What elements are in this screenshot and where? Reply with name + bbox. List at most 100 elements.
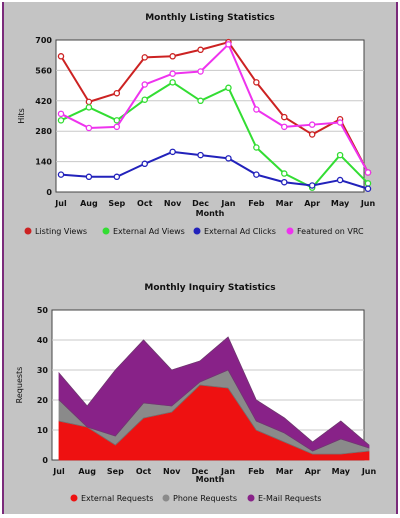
data-point-featured-on-vrc xyxy=(113,123,121,131)
data-point-external-ad-views xyxy=(364,180,372,187)
inquiry-y-tick-label: 40 xyxy=(37,336,49,345)
inquiry-x-tick-label: Jul xyxy=(52,467,65,476)
listing-y-tick-label: 280 xyxy=(35,127,52,136)
listing-series-layer xyxy=(57,38,372,192)
data-point-listing-views xyxy=(85,98,93,106)
data-point-external-ad-clicks xyxy=(281,178,288,186)
legend-marker-listing-views xyxy=(24,227,32,235)
listing-x-tick-label: Jul xyxy=(54,199,67,208)
data-point-listing-views xyxy=(141,54,148,61)
data-point-external-ad-views xyxy=(113,117,121,124)
legend-item-external-requests: External Requests xyxy=(70,494,153,503)
legend-item-external-ad-views: External Ad Views xyxy=(102,227,185,236)
data-point-external-ad-views xyxy=(57,117,65,124)
data-point-external-ad-clicks xyxy=(57,171,65,178)
data-point-external-ad-views xyxy=(85,104,93,111)
series-line-external-ad-views xyxy=(60,81,369,189)
listing-x-tick-label: Apr xyxy=(304,199,320,208)
listing-y-tick-label: 0 xyxy=(46,188,52,197)
listing-y-tick-label: 560 xyxy=(35,66,52,75)
listing-x-tick-label: Feb xyxy=(248,199,265,208)
data-point-listing-views xyxy=(253,79,260,86)
series-edge-e-mail-requests xyxy=(58,336,370,446)
data-point-featured-on-vrc xyxy=(281,123,288,131)
data-point-external-ad-clicks xyxy=(308,182,316,189)
listing-x-tick-label: Mar xyxy=(276,199,293,208)
legend-label-phone-requests: Phone Requests xyxy=(173,494,237,503)
inquiry-stats-chart: Monthly Inquiry Statistics 0 10 20 30 40 50 J… xyxy=(15,283,376,503)
legend-label-email-requests: E-Mail Requests xyxy=(258,494,321,503)
listing-gridlines xyxy=(56,69,364,163)
inquiry-x-tick-label: Sep xyxy=(107,467,124,476)
data-point-featured-on-vrc xyxy=(141,81,148,88)
inquiry-y-ticks: 0 10 20 30 40 50 xyxy=(37,306,49,465)
series-line-listing-views xyxy=(60,41,369,173)
data-point-external-ad-views xyxy=(197,97,204,105)
legend-item-listing-views: Listing Views xyxy=(24,227,87,236)
listing-x-axis-label: Month xyxy=(196,209,225,218)
inquiry-y-tick-label: 30 xyxy=(37,366,49,375)
data-point-external-ad-clicks xyxy=(85,173,93,181)
data-point-external-ad-views xyxy=(225,84,232,92)
data-point-external-ad-views xyxy=(141,96,148,103)
listing-x-tick-label: Sep xyxy=(108,199,125,208)
data-point-featured-on-vrc xyxy=(308,121,316,128)
listing-x-tick-label: Jun xyxy=(360,199,376,208)
data-point-external-ad-clicks xyxy=(253,171,260,178)
data-point-external-ad-views xyxy=(253,144,260,151)
data-point-featured-on-vrc xyxy=(197,68,204,75)
charts-canvas: Monthly Listing Statistics 0 140 280 420 560… xyxy=(15,13,376,503)
inquiry-x-tick-label: Aug xyxy=(78,467,96,476)
inquiry-x-tick-label: Oct xyxy=(136,467,152,476)
listing-x-tick-label: Jan xyxy=(220,199,235,208)
dashboard-panel: Monthly Listing Statistics 0 140 280 420 560… xyxy=(2,2,398,514)
data-point-external-ad-clicks xyxy=(225,155,232,162)
inquiry-x-tick-label: Feb xyxy=(248,467,265,476)
data-point-featured-on-vrc xyxy=(225,41,232,48)
legend-label-external-ad-views: External Ad Views xyxy=(113,227,185,236)
listing-x-tick-label: May xyxy=(331,199,350,208)
inquiry-x-tick-label: Nov xyxy=(163,467,181,476)
data-point-external-ad-views xyxy=(169,79,176,86)
listing-legend: Listing Views External Ad Views External… xyxy=(24,227,364,236)
legend-item-email-requests: E-Mail Requests xyxy=(247,494,321,503)
series-line-featured-on-vrc xyxy=(60,43,369,173)
data-point-listing-views xyxy=(197,46,204,54)
listing-x-tick-label: Nov xyxy=(164,199,182,208)
data-point-featured-on-vrc xyxy=(57,110,65,118)
inquiry-x-tick-label: Mar xyxy=(276,467,293,476)
legend-marker-featured-on-vrc xyxy=(286,227,294,235)
inquiry-x-tick-label: Jun xyxy=(361,467,377,476)
listing-y-tick-label: 420 xyxy=(35,97,52,106)
legend-item-phone-requests: Phone Requests xyxy=(162,494,237,503)
listing-y-ticks: 0 140 280 420 560 700 xyxy=(35,36,52,197)
inquiry-x-tick-label: Apr xyxy=(305,467,321,476)
inquiry-y-tick-label: 0 xyxy=(42,456,48,465)
series-line-external-ad-clicks xyxy=(60,150,369,190)
legend-marker-phone-requests xyxy=(162,494,170,502)
listing-chart-title: Monthly Listing Statistics xyxy=(145,13,275,23)
listing-x-tick-label: Dec xyxy=(192,199,209,208)
legend-item-external-ad-clicks: External Ad Clicks xyxy=(193,227,276,236)
data-point-featured-on-vrc xyxy=(169,70,176,77)
legend-marker-external-requests xyxy=(70,494,78,502)
data-point-featured-on-vrc xyxy=(336,119,344,126)
legend-marker-external-ad-clicks xyxy=(193,227,201,235)
series-edge-external-requests xyxy=(58,384,370,455)
data-point-featured-on-vrc xyxy=(364,169,372,176)
legend-label-external-requests: External Requests xyxy=(81,494,153,503)
series-edge-phone-requests xyxy=(58,369,370,452)
inquiry-y-axis-label: Requests xyxy=(15,367,24,404)
inquiry-x-axis-label: Month xyxy=(196,475,225,484)
inquiry-y-tick-label: 50 xyxy=(37,306,49,315)
inquiry-x-tick-label: May xyxy=(332,467,351,476)
legend-label-external-ad-clicks: External Ad Clicks xyxy=(204,227,276,236)
inquiry-series-layer xyxy=(58,336,370,461)
listing-x-tick-label: Aug xyxy=(80,199,98,208)
data-point-external-ad-clicks xyxy=(197,151,204,159)
inquiry-legend: External Requests Phone Requests E-Mail … xyxy=(70,494,321,503)
data-point-external-ad-clicks xyxy=(364,185,372,192)
listing-stats-chart: Monthly Listing Statistics 0 140 280 420 560… xyxy=(17,13,375,236)
data-point-external-ad-clicks xyxy=(141,160,148,168)
listing-y-tick-label: 140 xyxy=(35,158,52,167)
